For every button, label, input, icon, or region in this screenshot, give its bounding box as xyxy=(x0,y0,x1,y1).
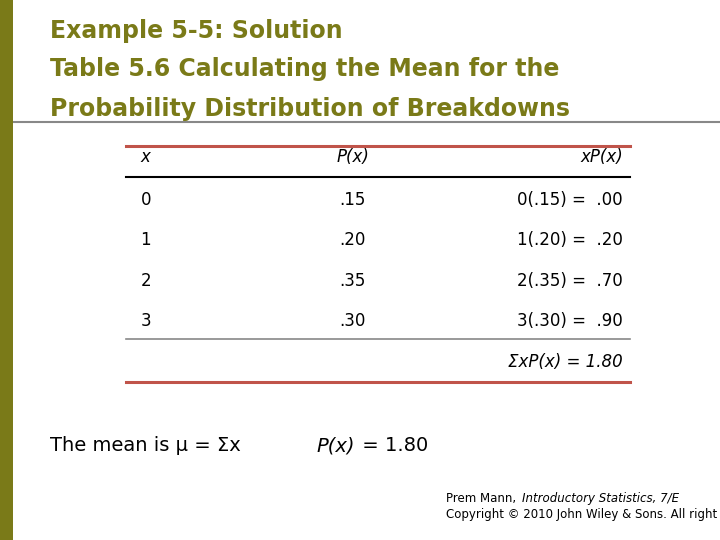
Text: 1(.20) =  .20: 1(.20) = .20 xyxy=(517,231,623,249)
Text: 0: 0 xyxy=(140,191,151,208)
Text: xP(x): xP(x) xyxy=(580,148,623,166)
Text: x: x xyxy=(140,148,150,166)
Text: Table 5.6 Calculating the Mean for the: Table 5.6 Calculating the Mean for the xyxy=(50,57,559,80)
Text: P(x): P(x) xyxy=(317,436,355,455)
Text: 2: 2 xyxy=(140,272,151,289)
Text: Copyright © 2010 John Wiley & Sons. All right reserved: Copyright © 2010 John Wiley & Sons. All … xyxy=(446,508,720,521)
Text: = 1.80: = 1.80 xyxy=(356,436,428,455)
Text: .15: .15 xyxy=(340,191,366,208)
Text: 3: 3 xyxy=(140,312,151,330)
Text: .30: .30 xyxy=(340,312,366,330)
Text: 2(.35) =  .70: 2(.35) = .70 xyxy=(517,272,623,289)
Text: Example 5-5: Solution: Example 5-5: Solution xyxy=(50,19,343,43)
Text: ΣxP(x) = 1.80: ΣxP(x) = 1.80 xyxy=(508,353,623,370)
Text: Prem Mann,: Prem Mann, xyxy=(446,492,521,505)
Text: 1: 1 xyxy=(140,231,151,249)
Text: P(x): P(x) xyxy=(336,148,369,166)
Text: 3(.30) =  .90: 3(.30) = .90 xyxy=(517,312,623,330)
Text: .35: .35 xyxy=(340,272,366,289)
Text: Introductory Statistics, 7/E: Introductory Statistics, 7/E xyxy=(522,492,679,505)
Text: The mean is μ = Σx: The mean is μ = Σx xyxy=(50,436,248,455)
Text: 0(.15) =  .00: 0(.15) = .00 xyxy=(517,191,623,208)
Text: Probability Distribution of Breakdowns: Probability Distribution of Breakdowns xyxy=(50,97,570,121)
Text: .20: .20 xyxy=(340,231,366,249)
